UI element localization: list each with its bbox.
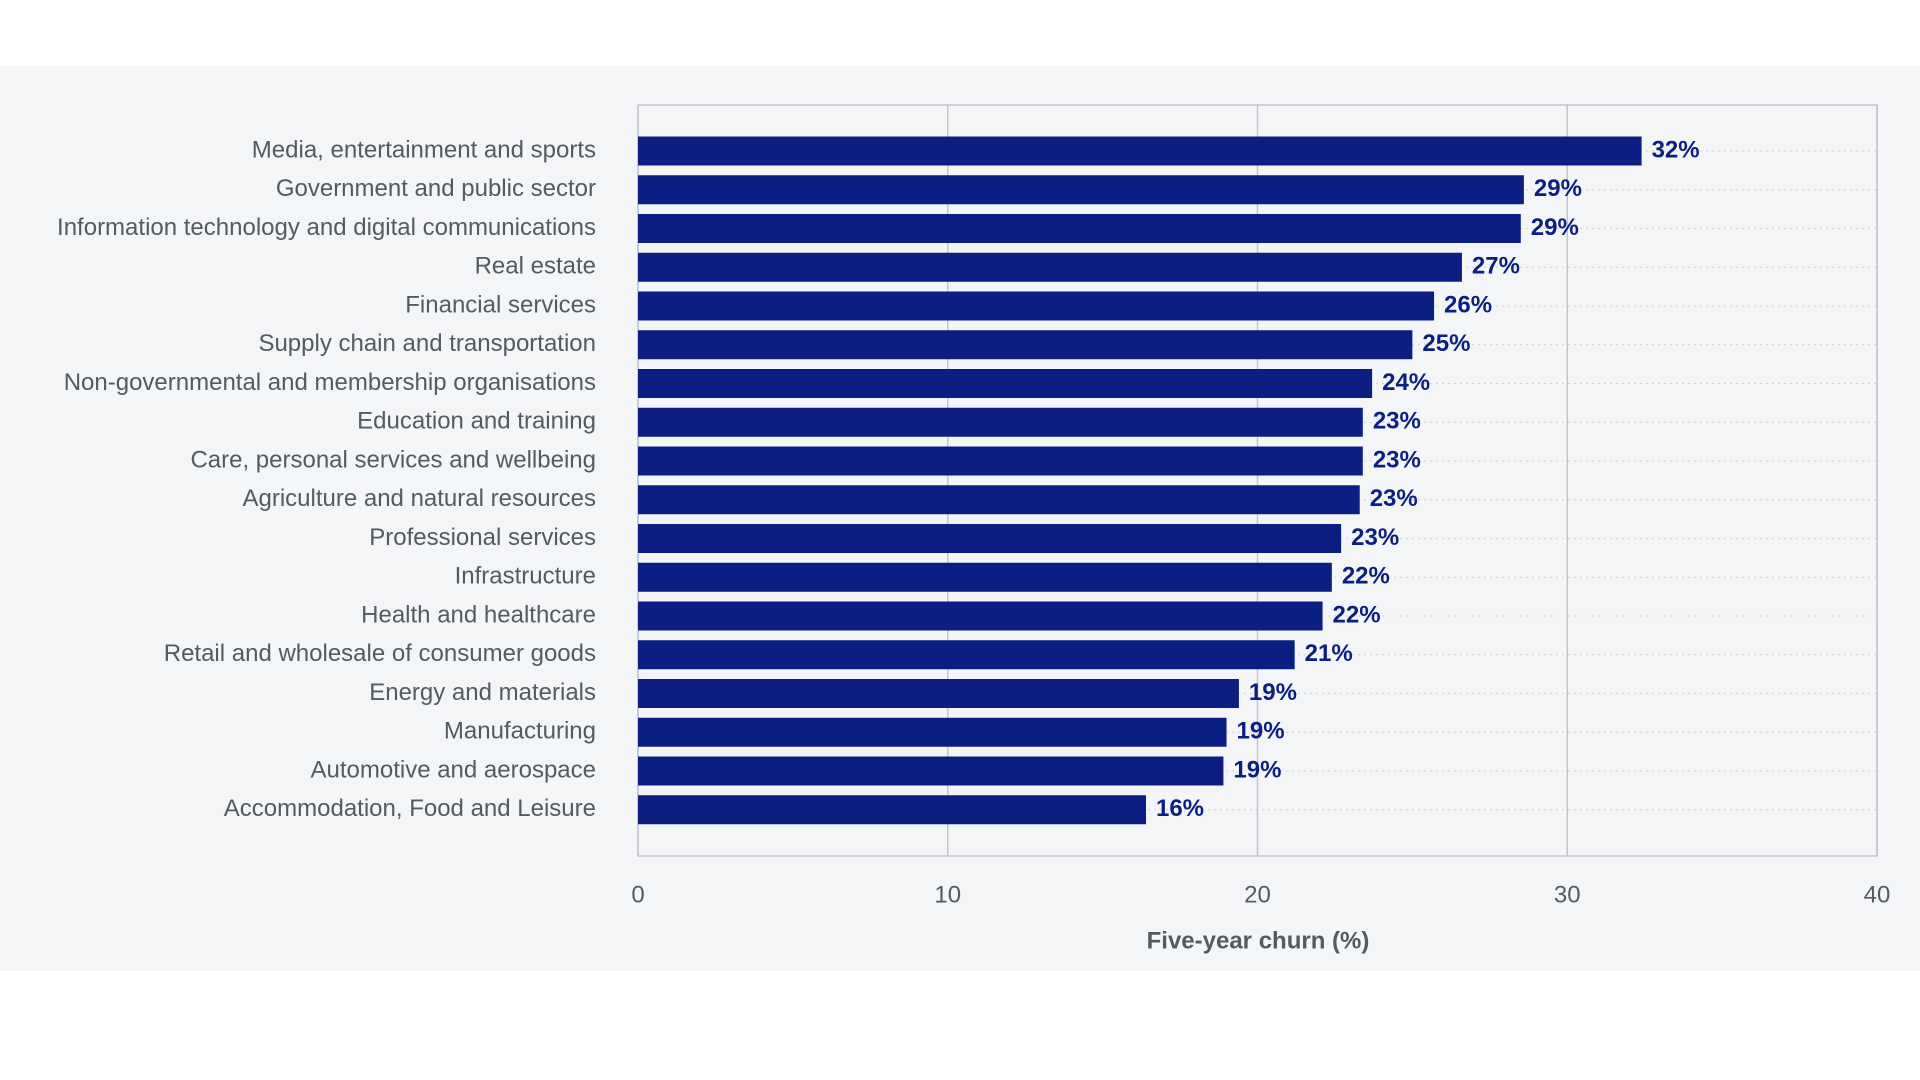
y-tick-label: Government and public sector: [276, 175, 596, 202]
value-label: 29%: [1534, 175, 1582, 202]
bar: [638, 717, 1227, 747]
bar: [638, 407, 1363, 437]
y-tick-label: Media, entertainment and sports: [252, 136, 596, 163]
bar: [638, 601, 1323, 631]
y-tick-label: Infrastructure: [455, 563, 596, 590]
y-tick-label: Professional services: [369, 524, 596, 551]
y-tick-label: Manufacturing: [444, 718, 596, 745]
value-label: 24%: [1382, 369, 1430, 396]
bar: [638, 252, 1462, 282]
bar: [638, 291, 1435, 321]
value-label: 27%: [1472, 253, 1520, 280]
bar: [638, 175, 1524, 205]
y-tick-label: Supply chain and transportation: [258, 330, 596, 357]
y-tick-label: Energy and materials: [369, 679, 596, 706]
value-label: 26%: [1444, 291, 1492, 318]
value-label: 22%: [1333, 601, 1381, 628]
bar: [638, 369, 1373, 398]
bar: [638, 330, 1413, 360]
bar: [638, 214, 1521, 243]
value-label: 21%: [1305, 640, 1353, 667]
x-tick-label: 40: [1864, 881, 1891, 908]
bar: [638, 136, 1642, 166]
value-label: 23%: [1373, 446, 1421, 473]
bar: [638, 640, 1295, 670]
x-tick-label: 30: [1554, 881, 1581, 908]
x-axis-title: Five-year churn (%): [1147, 927, 1370, 954]
bar: [638, 756, 1224, 786]
y-tick-label: Real estate: [475, 253, 596, 280]
bar: [638, 446, 1363, 476]
bar: [638, 679, 1239, 708]
bar: [638, 485, 1360, 515]
y-tick-label: Retail and wholesale of consumer goods: [164, 640, 596, 667]
value-label: 22%: [1342, 563, 1390, 590]
y-tick-label: Automotive and aerospace: [310, 756, 596, 783]
x-tick-label: 20: [1244, 881, 1271, 908]
bar: [638, 562, 1332, 592]
y-tick-label: Care, personal services and wellbeing: [190, 446, 596, 473]
y-tick-label: Non-governmental and membership organisa…: [64, 369, 596, 396]
y-tick-label: Health and healthcare: [361, 601, 596, 628]
value-label: 25%: [1422, 330, 1470, 357]
value-label: 23%: [1351, 524, 1399, 551]
value-label: 29%: [1531, 214, 1579, 241]
value-label: 23%: [1373, 408, 1421, 435]
x-tick-label: 0: [631, 881, 644, 908]
value-label: 19%: [1249, 679, 1297, 706]
value-label: 16%: [1156, 795, 1204, 822]
value-label: 32%: [1652, 136, 1700, 163]
x-tick-label: 10: [934, 881, 961, 908]
value-label: 19%: [1237, 718, 1285, 745]
y-tick-label: Agriculture and natural resources: [242, 485, 596, 512]
y-tick-label: Information technology and digital commu…: [57, 214, 596, 241]
bar: [638, 524, 1342, 553]
value-label: 23%: [1370, 485, 1418, 512]
y-tick-label: Accommodation, Food and Leisure: [224, 795, 596, 822]
y-tick-label: Financial services: [405, 291, 596, 318]
bar: [638, 795, 1146, 825]
value-label: 19%: [1233, 756, 1281, 783]
y-tick-label: Education and training: [357, 408, 596, 435]
